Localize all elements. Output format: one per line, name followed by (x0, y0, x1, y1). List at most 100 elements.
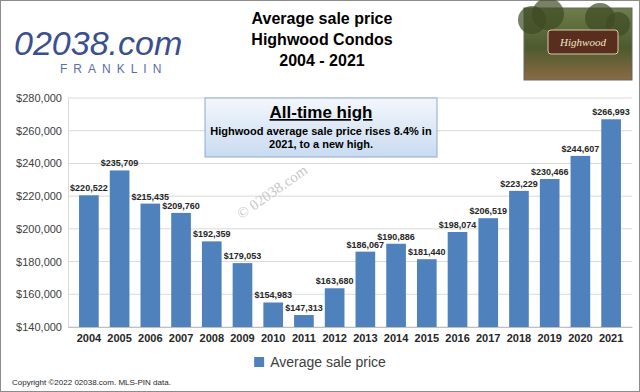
title: Average sale price Highwood Condos 2004 - … (251, 10, 392, 69)
x-tick-label: 2021 (599, 332, 623, 344)
data-label: $154,983 (254, 290, 292, 300)
y-tick-label: $180,000 (16, 256, 62, 268)
photo-sign (548, 30, 618, 54)
annotation: All-time high Highwood average sale price… (205, 98, 437, 157)
bar (140, 204, 160, 327)
bar (571, 156, 591, 327)
x-tick-label: 2007 (169, 332, 193, 344)
data-label: $244,607 (562, 144, 600, 154)
y-tick: $220,000 (16, 190, 68, 202)
data-label: $181,440 (408, 247, 446, 257)
annotation-line: Highwood average sale price rises 8.4% i… (210, 125, 432, 137)
y-tick-label: $280,000 (16, 92, 62, 104)
x-tick: 2021 (599, 327, 623, 344)
logo-text: 02038.com (14, 24, 182, 62)
y-tick-label: $140,000 (16, 321, 62, 333)
x-tick-label: 2011 (292, 332, 316, 344)
photo-tree (532, 0, 564, 30)
x-tick-label: 2013 (353, 332, 377, 344)
x-tick-label: 2017 (476, 332, 500, 344)
data-label: $192,359 (193, 229, 231, 239)
y-tick-label: $220,000 (16, 190, 62, 202)
bar (233, 263, 253, 327)
x-tick: 2015 (415, 327, 439, 344)
x-tick: 2009 (230, 327, 254, 344)
footer: Copyright ©2022 02038.com. MLS-PIN data. (12, 378, 171, 387)
annotation-line: 2021, to a new high. (269, 138, 373, 150)
photo-text: Highwood (559, 36, 606, 48)
x-tick-label: 2016 (445, 332, 469, 344)
data-label: $220,522 (70, 183, 108, 193)
watermark: © 02038.com (234, 162, 311, 222)
x-tick-label: 2012 (322, 332, 346, 344)
bar (263, 302, 283, 327)
data-label: $223,229 (500, 179, 538, 189)
annotation-title: All-time high (270, 103, 373, 122)
x-tick: 2010 (261, 327, 285, 344)
x-tick: 2005 (107, 327, 131, 344)
x-tick: 2007 (169, 327, 193, 344)
data-label: $147,313 (285, 303, 323, 313)
x-tick-label: 2004 (77, 332, 102, 344)
x-tick-label: 2005 (107, 332, 131, 344)
data-label: $163,680 (316, 276, 354, 286)
data-label: $266,993 (592, 107, 630, 117)
y-tick-label: $240,000 (16, 157, 62, 169)
photo: Highwood (518, 0, 632, 80)
bar (417, 259, 437, 327)
logo: 02038.comFRANKLIN (14, 24, 182, 76)
x-tick-label: 2019 (537, 332, 561, 344)
bar (540, 179, 560, 327)
x-tick: 2014 (384, 327, 409, 344)
y-tick-label: $160,000 (16, 288, 62, 300)
y-tick: $140,000 (16, 321, 68, 333)
x-tick: 2012 (322, 327, 346, 344)
x-tick-label: 2009 (230, 332, 254, 344)
x-tick: 2004 (77, 327, 102, 344)
bar (448, 232, 468, 327)
x-tick-label: 2020 (568, 332, 592, 344)
x-tick: 2011 (292, 327, 316, 344)
bar (202, 241, 222, 327)
grid (68, 98, 632, 327)
data-label: $179,053 (224, 251, 262, 261)
data-label: $230,466 (531, 167, 569, 177)
y-tick: $280,000 (16, 92, 68, 104)
legend: Average sale price (254, 354, 386, 370)
grid-line (68, 163, 632, 164)
bar (79, 195, 99, 327)
data-label: $190,886 (377, 232, 415, 242)
x-tick-label: 2010 (261, 332, 285, 344)
y-tick-label: $260,000 (16, 125, 62, 137)
legend-label: Average sale price (270, 354, 386, 370)
x-tick-label: 2014 (384, 332, 409, 344)
title-line: 2004 - 2021 (279, 52, 365, 69)
y-tick: $180,000 (16, 256, 68, 268)
bar (356, 252, 376, 327)
y-tick: $160,000 (16, 288, 68, 300)
x-tick-label: 2008 (200, 332, 224, 344)
x-tick: 2013 (353, 327, 377, 344)
logo-subtext: FRANKLIN (60, 62, 167, 76)
title-line: Highwood Condos (251, 31, 392, 48)
data-label: $209,760 (162, 201, 200, 211)
y-tick-label: $200,000 (16, 223, 62, 235)
x-axis: 2004 2005 2006 2007 2008 2009 2010 2011 2012 2013… (69, 327, 633, 344)
data-label: $235,709 (101, 158, 139, 168)
bar (325, 288, 345, 327)
x-tick-label: 2015 (415, 332, 439, 344)
bar (509, 191, 529, 327)
bar (386, 244, 406, 327)
title-line: Average sale price (252, 10, 393, 27)
y-axis: $140,000 $160,000 $180,000 $200,000 $220,000… (16, 92, 68, 333)
y-axis-line (68, 99, 69, 328)
chart: © 02038.com$220,522$235,709$215,435$209,… (0, 0, 640, 392)
x-tick: 2006 (138, 327, 162, 344)
annotation-text: Highwood average sale price rises 8.4% i… (210, 125, 432, 150)
x-tick-label: 2018 (507, 332, 531, 344)
legend-swatch (254, 357, 264, 367)
data-labels: $220,522$235,709$215,435$209,760$192,359… (70, 107, 630, 313)
bar (601, 119, 621, 327)
y-tick: $240,000 (16, 157, 68, 169)
x-tick: 2020 (568, 327, 592, 344)
